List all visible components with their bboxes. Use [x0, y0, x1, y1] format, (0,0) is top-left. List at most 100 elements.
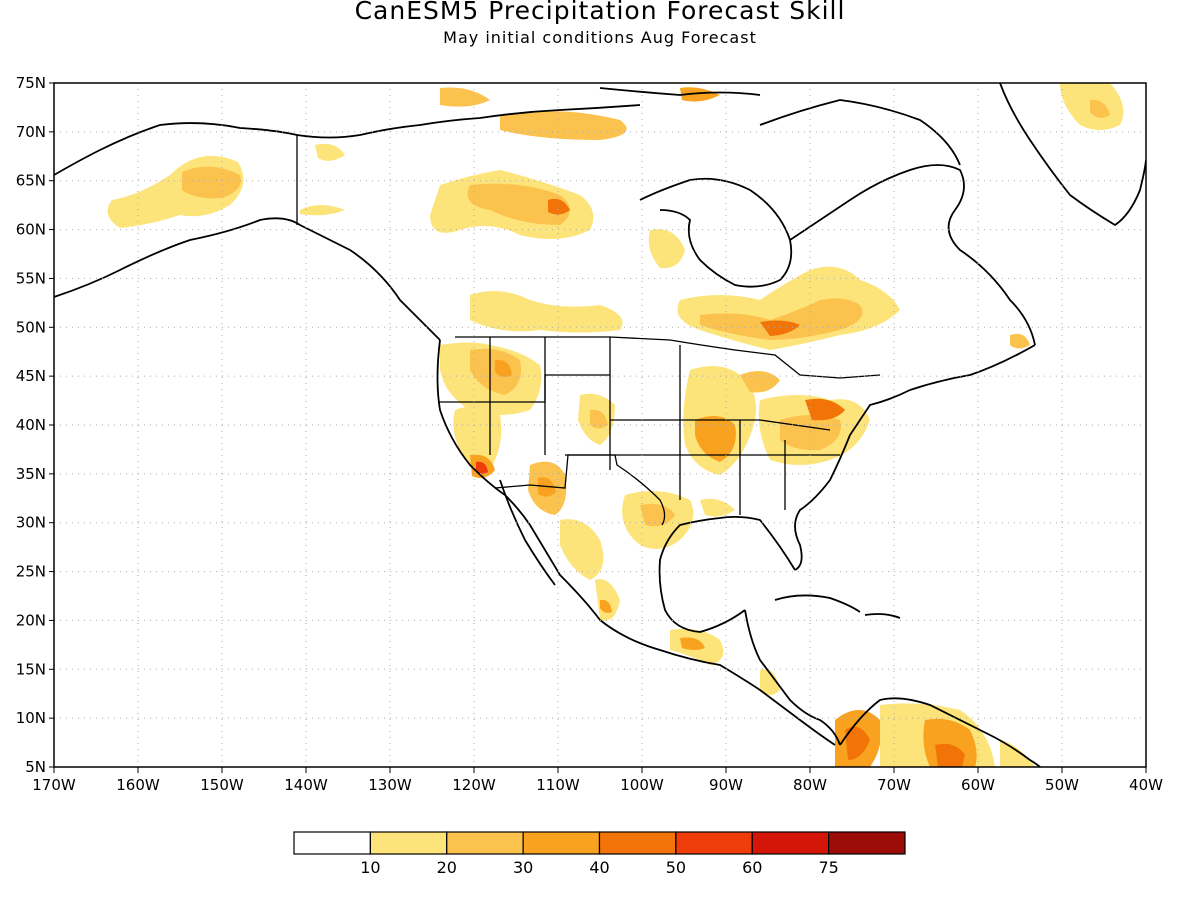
colorbar-label: 40 — [589, 858, 609, 877]
coastline-arctic-islands — [599, 87, 761, 96]
colorbar-swatch — [369, 831, 448, 855]
border-state-parallel-a — [610, 419, 831, 431]
coastline-greenland — [999, 83, 1146, 227]
lon-tick-label: 140W — [284, 776, 328, 794]
coastline-baja — [499, 479, 556, 586]
coastline-arctic — [296, 104, 641, 139]
coastline-baffin — [759, 99, 961, 166]
lon-tick-label: 80W — [793, 776, 827, 794]
colorbar-swatch — [828, 831, 906, 855]
lon-tick-label: 90W — [709, 776, 743, 794]
skill-shading — [107, 83, 1124, 767]
colorbar-swatch — [522, 831, 601, 855]
skill-region-pennsylvania — [805, 398, 845, 421]
lat-tick-label: 60N — [16, 221, 46, 239]
skill-region-gulf-coast — [700, 498, 735, 517]
lon-tick-label: 50W — [1045, 776, 1079, 794]
colorbar-swatch — [446, 831, 524, 855]
lat-tick-label: 35N — [16, 465, 46, 483]
skill-region-alaska-core — [182, 166, 241, 199]
lon-axis: 170W 160W 150W 140W 130W 120W 110W 100W 90W 80W 70… — [32, 776, 1163, 794]
skill-region-arctic-a — [440, 87, 490, 107]
coastlines — [54, 83, 1146, 767]
colorbar-swatch — [675, 831, 753, 855]
lat-tick-label: 50N — [16, 318, 46, 336]
skill-region-ohio-core — [780, 415, 841, 451]
skill-region-nw-us-peak — [495, 359, 512, 377]
skill-region-yukon — [315, 143, 345, 161]
axis-ticks — [49, 82, 1147, 773]
skill-region-venezuela-peak — [935, 743, 965, 767]
coastline-hispaniola — [864, 613, 901, 619]
skill-region-great-basin — [453, 406, 502, 471]
colorbar — [293, 831, 906, 855]
skill-region-bc — [300, 205, 345, 216]
skill-region-arctic-b — [500, 111, 627, 140]
coastline-cuba — [774, 594, 861, 613]
map-title: CanESM5 Precipitation Forecast Skill — [354, 0, 846, 25]
skill-region-yucatan-core — [680, 637, 705, 650]
skill-region-texas-core — [640, 503, 675, 527]
lon-tick-label: 150W — [200, 776, 244, 794]
skill-region-labrador — [1010, 333, 1030, 349]
lon-tick-label: 100W — [620, 776, 664, 794]
coastline-central-america — [744, 609, 841, 746]
skill-region-mexico-nw — [560, 519, 604, 580]
skill-region-arctic-c — [680, 87, 720, 102]
lat-tick-label: 65N — [16, 172, 46, 190]
coastline-alaska — [54, 217, 441, 341]
border-us-mexico — [494, 454, 666, 526]
coastline-mexico-pacific — [436, 339, 836, 746]
colorbar-swatch — [293, 831, 371, 855]
skill-region-ontario-peak — [760, 320, 800, 336]
lat-tick-label: 40N — [16, 416, 46, 434]
colorbar-label: 50 — [666, 858, 686, 877]
lon-tick-label: 170W — [32, 776, 76, 794]
lat-tick-label: 25N — [16, 563, 46, 581]
skill-region-hudson-west — [648, 229, 685, 269]
lat-tick-label: 10N — [16, 709, 46, 727]
lon-tick-label: 40W — [1129, 776, 1163, 794]
colorbar-swatch — [751, 831, 830, 855]
colorbar-labels: 10 20 30 40 50 60 75 — [360, 858, 839, 877]
skill-region-mexico-sw — [595, 579, 620, 621]
lon-tick-label: 130W — [368, 776, 412, 794]
skill-region-greenland-core — [1090, 99, 1110, 118]
lat-tick-label: 15N — [16, 660, 46, 678]
lat-tick-label: 55N — [16, 269, 46, 287]
lon-tick-label: 110W — [536, 776, 580, 794]
colorbar-label: 20 — [437, 858, 457, 877]
lat-tick-label: 75N — [16, 74, 46, 92]
lat-tick-label: 70N — [16, 123, 46, 141]
skill-region-prairies — [470, 291, 623, 333]
map-subtitle: May initial conditions Aug Forecast — [443, 28, 757, 47]
skill-region-colorado-core — [590, 409, 608, 429]
skill-region-ontario-core — [700, 298, 863, 340]
coastline-atlantic — [794, 344, 1036, 571]
skill-region-honduras — [760, 669, 780, 695]
colorbar-label: 10 — [360, 858, 380, 877]
coastline-hudson-bay — [639, 177, 793, 288]
border-us-canada — [455, 336, 881, 379]
coastline-alaska-north — [54, 122, 298, 176]
colorbar-label: 60 — [742, 858, 762, 877]
lat-tick-label: 20N — [16, 611, 46, 629]
skill-region-midwest-core — [695, 416, 736, 462]
colorbar-swatch — [598, 831, 677, 855]
skill-region-socal-peak — [476, 461, 488, 474]
lat-axis: 75N 70N 65N 60N 55N 50N 45N 40N 35N 30N 25N 20N 15N 1… — [16, 74, 46, 776]
lat-tick-label: 30N — [16, 514, 46, 532]
skill-region-mexico-sw-core — [600, 599, 612, 613]
lat-tick-label: 45N — [16, 367, 46, 385]
lon-tick-label: 60W — [961, 776, 995, 794]
coastline-gulf — [658, 515, 796, 633]
skill-region-colombia-core — [845, 726, 870, 760]
skill-region-guyana — [1000, 740, 1035, 767]
colorbar-label: 30 — [513, 858, 533, 877]
coastline-labrador — [789, 164, 1036, 346]
lat-tick-label: 5N — [25, 758, 46, 776]
map-grid — [54, 83, 1146, 767]
skill-region-nwt-core — [467, 183, 570, 225]
lon-tick-label: 120W — [452, 776, 496, 794]
